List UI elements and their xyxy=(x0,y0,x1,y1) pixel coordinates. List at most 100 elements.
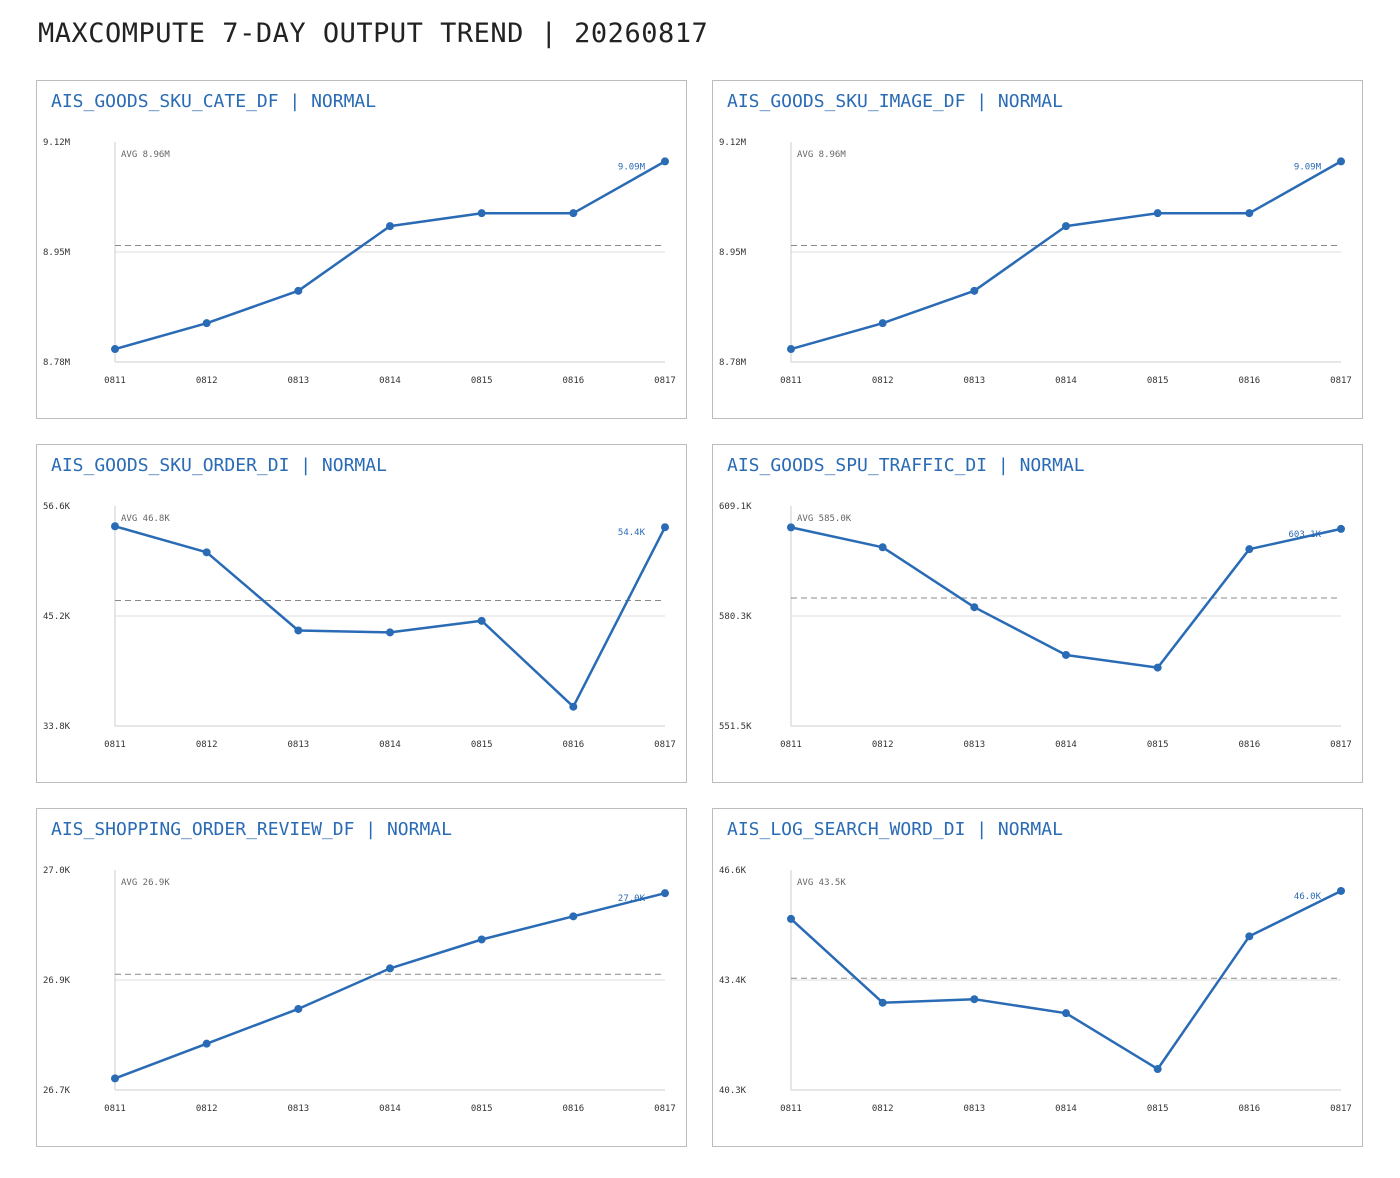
y-tick-label: 8.95M xyxy=(43,248,71,258)
line-chart: 46.6K 43.4K 40.3K 0811 0812 0813 0814 0815 0816 0… xyxy=(719,866,1352,1114)
chart-panel: AIS_GOODS_SPU_TRAFFIC_DI | NORMAL 609.1K… xyxy=(712,444,1363,783)
line-chart: 9.12M 8.95M 8.78M 0811 0812 0813 0814 0815 0816 0… xyxy=(719,138,1352,386)
last-value-label: 603.1K xyxy=(1288,530,1321,540)
x-tick-label: 0814 xyxy=(1055,740,1077,750)
chart-title: AIS_GOODS_SPU_TRAFFIC_DI | NORMAL xyxy=(727,455,1085,476)
chart-panel: AIS_LOG_SEARCH_WORD_DI | NORMAL 46.6K 43.… xyxy=(712,808,1363,1147)
x-tick-label: 0811 xyxy=(780,740,802,750)
line-chart: 27.0K 26.9K 26.7K 0811 0812 0813 0814 0815 0816 0… xyxy=(43,866,676,1114)
x-tick-label: 0815 xyxy=(1147,1104,1169,1114)
x-tick-label: 0816 xyxy=(562,740,584,750)
avg-label: AVG 26.9K xyxy=(121,878,170,888)
data-point xyxy=(1245,209,1254,218)
y-tick-label: 27.0K xyxy=(43,866,71,876)
page-title: MAXCOMPUTE 7-DAY OUTPUT TREND | 20260817 xyxy=(38,18,709,49)
data-point xyxy=(1062,222,1070,231)
y-tick-label: 56.6K xyxy=(43,502,71,512)
x-tick-label: 0812 xyxy=(196,1104,218,1114)
data-point xyxy=(111,345,119,354)
x-tick-label: 0811 xyxy=(104,740,126,750)
x-tick-label: 0814 xyxy=(379,1104,401,1114)
x-tick-label: 0815 xyxy=(471,1104,493,1114)
x-tick-label: 0816 xyxy=(1238,740,1260,750)
chart-panel: AIS_GOODS_SKU_ORDER_DI | NORMAL 56.6K 45.… xyxy=(36,444,687,783)
data-point xyxy=(1337,886,1345,895)
avg-label: AVG 585.0K xyxy=(797,514,852,524)
data-point xyxy=(386,222,394,231)
x-tick-label: 0814 xyxy=(1055,376,1077,386)
x-tick-label: 0814 xyxy=(379,376,401,386)
last-value-label: 27.0K xyxy=(618,894,646,904)
series-line xyxy=(790,160,1342,351)
y-tick-label: 9.12M xyxy=(719,138,747,148)
chart-title: AIS_LOG_SEARCH_WORD_DI | NORMAL xyxy=(727,819,1063,840)
chart-title: AIS_GOODS_SKU_CATE_DF | NORMAL xyxy=(51,91,377,112)
chart-panel: AIS_GOODS_SKU_IMAGE_DF | NORMAL 9.12M 8.9… xyxy=(712,80,1363,419)
avg-label: AVG 8.96M xyxy=(121,150,170,160)
x-tick-label: 0812 xyxy=(872,740,894,750)
y-tick-label: 46.6K xyxy=(719,866,747,876)
x-tick-label: 0812 xyxy=(872,376,894,386)
data-point xyxy=(202,319,211,328)
y-tick-label: 8.95M xyxy=(719,248,747,258)
data-point xyxy=(569,702,578,711)
x-tick-label: 0813 xyxy=(287,1104,309,1114)
y-tick-label: 580.3K xyxy=(719,612,752,622)
chart-panel: AIS_GOODS_SKU_CATE_DF | NORMAL 9.12M 8.95… xyxy=(36,80,687,419)
data-point xyxy=(386,628,394,637)
data-point xyxy=(294,626,303,635)
x-tick-label: 0812 xyxy=(196,376,218,386)
data-point xyxy=(1153,209,1162,218)
y-tick-label: 8.78M xyxy=(43,358,71,368)
x-tick-label: 0813 xyxy=(287,740,309,750)
avg-label: AVG 46.8K xyxy=(121,514,170,524)
data-point xyxy=(1062,1009,1070,1018)
y-tick-label: 33.8K xyxy=(43,722,71,732)
last-value-label: 9.09M xyxy=(1294,162,1322,172)
x-tick-label: 0817 xyxy=(654,1104,676,1114)
x-tick-label: 0811 xyxy=(780,376,802,386)
x-tick-label: 0812 xyxy=(196,740,218,750)
series-line xyxy=(114,160,666,351)
x-tick-label: 0816 xyxy=(1238,376,1260,386)
data-point xyxy=(1245,932,1254,941)
data-point xyxy=(1337,524,1345,533)
x-tick-label: 0815 xyxy=(1147,740,1169,750)
x-tick-label: 0817 xyxy=(654,740,676,750)
data-point xyxy=(661,889,669,898)
data-point xyxy=(569,912,578,921)
data-point xyxy=(787,523,795,532)
data-point xyxy=(477,209,486,218)
x-tick-label: 0811 xyxy=(104,1104,126,1114)
data-point xyxy=(294,286,303,295)
data-point xyxy=(477,616,486,625)
x-tick-label: 0813 xyxy=(963,376,985,386)
data-point xyxy=(878,998,887,1007)
x-tick-label: 0816 xyxy=(562,376,584,386)
y-tick-label: 43.4K xyxy=(719,976,747,986)
data-point xyxy=(111,1074,119,1083)
series-line xyxy=(114,891,666,1080)
x-tick-label: 0817 xyxy=(1330,740,1352,750)
data-point xyxy=(661,523,669,532)
chart-title: AIS_GOODS_SKU_ORDER_DI | NORMAL xyxy=(51,455,387,476)
x-tick-label: 0815 xyxy=(1147,376,1169,386)
data-point xyxy=(1337,157,1345,166)
data-point xyxy=(1062,650,1070,659)
data-point xyxy=(661,157,669,166)
data-point xyxy=(1245,545,1254,554)
data-point xyxy=(477,935,486,944)
x-tick-label: 0813 xyxy=(963,740,985,750)
x-tick-label: 0816 xyxy=(562,1104,584,1114)
series-line xyxy=(790,526,1342,669)
data-point xyxy=(1153,663,1162,672)
x-tick-label: 0814 xyxy=(379,740,401,750)
x-tick-label: 0815 xyxy=(471,740,493,750)
x-tick-label: 0817 xyxy=(1330,376,1352,386)
data-point xyxy=(202,1039,211,1048)
y-tick-label: 609.1K xyxy=(719,502,752,512)
data-point xyxy=(787,914,795,923)
y-tick-label: 8.78M xyxy=(719,358,747,368)
data-point xyxy=(569,209,578,218)
data-point xyxy=(878,319,887,328)
